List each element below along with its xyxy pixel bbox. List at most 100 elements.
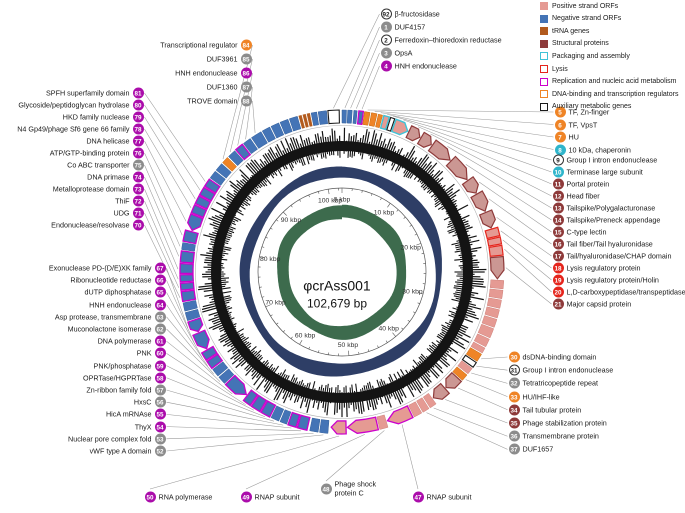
scale-tick-label: 20 kbp [400,245,421,252]
coverage-ring [211,141,473,403]
gene-segment [386,116,396,132]
gene-segment [457,360,473,375]
gene-segment [203,178,221,194]
gene-segment [408,401,423,418]
gene-segment [298,114,305,129]
gene-segment [287,411,301,429]
gene-segment [486,297,502,309]
gene-segment [327,109,340,125]
gene-segment [192,329,210,350]
scale-tick-label: 60 kbp [295,332,316,339]
gene-segment [386,405,414,425]
gene-segment [405,125,421,142]
gene-segment [346,109,353,124]
scale-tick-label: 0 kbp [334,196,351,203]
gene-segment [200,345,218,362]
gene-segment [481,315,498,328]
gene-segment [198,186,216,202]
gene-segment [445,371,463,389]
gene-segment [470,341,486,354]
gene-segment [209,170,226,186]
gene-segment [179,262,194,275]
gene-segment [215,163,232,179]
gene-segment [288,115,302,132]
scale-tick-label: 100 kbp [318,197,342,204]
gene-segment [205,353,224,370]
inner-gc-ring [277,204,407,340]
gene-segment [390,118,409,136]
gene-segment [489,279,505,290]
gene-segment [184,308,201,322]
genome-center-label: φcrAss001 102,679 bp [303,278,370,311]
gene-segment [270,122,285,139]
gene-segment [309,417,321,433]
gene-segment [488,288,504,299]
gene-segment [352,110,358,124]
gene-segment [218,368,235,384]
gene-segment [212,361,229,377]
gene-segment [379,114,391,131]
gene-segment [375,113,383,129]
gene-segment [422,392,437,409]
gene-segment [330,420,347,435]
gene-segment [243,138,258,155]
gene-segment [187,317,204,333]
gene-segment [279,118,293,135]
scale-tick-label: 90 kbp [281,217,302,224]
gene-segment [179,250,196,264]
gene-segment [465,347,482,362]
gene-segment [190,203,208,219]
gene-segment [310,111,319,126]
gene-segment [341,109,347,124]
scale-tick-label: 30 kbp [402,288,423,295]
gene-baseline-circle [195,125,489,419]
gene-segment [228,150,244,167]
gene-segment [368,112,378,127]
gene-segment [317,110,328,125]
genome-size: 102,679 bp [306,296,368,311]
gene-segment [376,414,389,430]
gene-segment [186,213,204,232]
gene-segment [473,333,490,348]
gene-segment [182,300,198,312]
scale-tick-label: 70 kbp [265,300,286,307]
gene-segment [270,405,285,422]
gene-segment [261,126,276,143]
scale-tick-label: 80 kbp [260,256,281,263]
gene-segment [461,175,479,194]
gene-segment [180,289,197,303]
gene-segment [179,273,194,283]
gene-segment [484,226,501,240]
gene-segment [179,281,195,292]
gene-segment [260,400,277,418]
gene-segment [477,323,495,339]
scale-tick-label: 40 kbp [378,325,399,332]
gene-segment [319,419,330,434]
gene-segment [181,242,196,252]
gene-segment [489,255,505,280]
gene-segment [484,306,500,319]
gene-segment [416,397,430,413]
gene-segment [242,389,259,407]
gene-segment [279,409,292,425]
gene-segment [445,155,468,181]
scale-tick-label: 10 kbp [374,210,395,217]
gene-segment [427,139,451,161]
genome-name: φcrAss001 [303,277,371,294]
gene-segment [222,157,237,172]
gene-segment [470,190,489,213]
gene-segment [234,143,252,161]
gene-segment [182,229,199,245]
gene-segment [251,131,268,149]
gene-segment [302,113,309,128]
gene-segment [296,414,311,431]
gene-segment [452,366,468,381]
gene-segment [356,110,365,126]
gene-segment [478,209,496,229]
gene-segment [250,394,268,413]
gene-segment [194,195,212,210]
gene-segment [488,244,504,258]
gene-segment [461,354,478,368]
